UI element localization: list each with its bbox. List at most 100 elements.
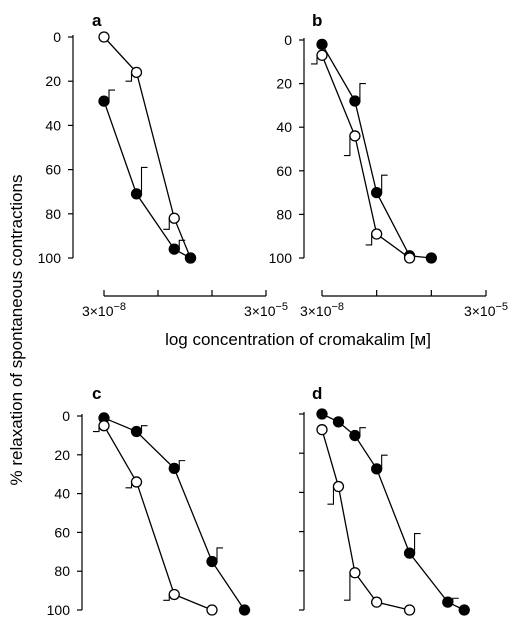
panel-letter: c (92, 384, 101, 403)
error-bar (359, 427, 366, 436)
filled-circle-point (168, 462, 180, 475)
panel-letter: a (92, 11, 102, 30)
open-circle-point (206, 604, 218, 616)
y-tick-label: 20 (45, 73, 61, 89)
series-filled (98, 89, 197, 264)
panel-b: b 0 20 40 60 80 100 3×10−8 3×10−5 (269, 11, 508, 319)
y-tick-label: 0 (53, 29, 61, 45)
series-filled (316, 408, 470, 616)
filled-circle-point (442, 596, 454, 608)
y-tick-label: 40 (276, 119, 292, 135)
open-circle-point (98, 31, 110, 43)
panel-d: d (299, 384, 470, 616)
error-bar (311, 55, 318, 65)
y-tick-label: 40 (54, 486, 70, 502)
open-circle-point (316, 424, 328, 436)
filled-circle-point (403, 547, 416, 559)
error-bar (93, 425, 100, 433)
series-line (103, 425, 213, 611)
x-axis: 3×10−8 3×10−5 (300, 290, 508, 319)
series-open (98, 31, 197, 264)
series-open (93, 420, 218, 616)
open-circle-point (403, 604, 416, 616)
x-tick-label: 3×10−5 (244, 301, 288, 319)
error-bar (178, 239, 186, 250)
error-bar (140, 166, 148, 194)
filled-circle-point (458, 604, 470, 616)
filled-circle-point (168, 243, 180, 255)
filled-circle-point (332, 416, 345, 428)
y-tick-label: 100 (269, 250, 293, 266)
open-circle-point (168, 588, 180, 601)
error-bar (381, 174, 388, 193)
series-filled (98, 412, 251, 616)
filled-circle-point (371, 463, 383, 475)
open-circle-point (349, 567, 361, 579)
y-tick-label: 100 (47, 602, 71, 618)
filled-circle-point (349, 95, 361, 107)
open-circle-point (168, 212, 180, 224)
filled-circle-point (130, 188, 143, 200)
y-tick-label: 60 (276, 163, 292, 179)
x-tick-label: 3×10−5 (464, 301, 508, 319)
error-bar (125, 72, 133, 82)
error-bar (216, 547, 223, 562)
panel-letter: b (312, 11, 322, 30)
open-circle-point (98, 420, 110, 432)
y-tick-label: 20 (276, 76, 292, 92)
open-circle-point (349, 130, 361, 142)
series-line (103, 417, 246, 611)
error-bar (452, 597, 459, 603)
open-circle-point (403, 252, 416, 264)
filled-circle-point (349, 429, 361, 442)
y-tick-label: 100 (38, 250, 62, 266)
filled-circle-point (184, 252, 197, 264)
panel-a: a 0 20 40 60 80 100 3×10−8 3×10−5 (38, 11, 288, 319)
x-tick-label: 3×10−8 (300, 301, 344, 319)
filled-circle-point (316, 38, 328, 51)
error-bar (414, 533, 421, 554)
error-bar (343, 572, 351, 601)
error-bar (163, 594, 170, 601)
panel-c: c 0 20 40 60 80 100 (47, 384, 251, 618)
x-axis: 3×10−8 3×10−5 (82, 290, 288, 319)
y-tick-label: 80 (54, 563, 70, 579)
series-line (103, 100, 191, 259)
filled-circle-point (238, 604, 251, 616)
x-axis-title: log concentration of cromakalim [м] (165, 330, 431, 349)
series-line (321, 44, 432, 259)
open-circle-point (316, 49, 328, 61)
y-tick-label: 40 (45, 117, 61, 133)
error-bar (381, 454, 388, 469)
series-open (316, 424, 416, 616)
panel-letter: d (312, 384, 322, 403)
y-tick-label: 60 (45, 162, 61, 178)
open-circle-point (130, 476, 143, 488)
error-bar (327, 486, 335, 505)
error-bar (163, 218, 170, 230)
y-tick-label: 80 (45, 206, 61, 222)
filled-circle-point (98, 95, 110, 107)
filled-circle-point (371, 186, 383, 199)
open-circle-point (130, 66, 143, 79)
filled-circle-point (425, 252, 437, 264)
y-tick-label: 80 (276, 206, 292, 222)
filled-circle-point (206, 555, 218, 568)
y-axis-title: % relaxation of spontaneous contractions (7, 175, 26, 486)
open-circle-point (371, 228, 383, 240)
error-bar (359, 83, 366, 102)
open-circle-point (371, 596, 383, 608)
x-tick-label: 3×10−8 (82, 301, 126, 319)
error-bar (343, 135, 351, 157)
error-bar (125, 481, 133, 489)
series-line (103, 36, 192, 259)
y-tick-label: 0 (284, 32, 292, 48)
filled-circle-point (316, 408, 328, 420)
error-bar (140, 425, 148, 432)
error-bar (365, 234, 373, 246)
series-line (321, 55, 410, 259)
filled-circle-point (130, 425, 143, 438)
open-circle-point (332, 480, 345, 493)
error-bar (108, 89, 115, 102)
